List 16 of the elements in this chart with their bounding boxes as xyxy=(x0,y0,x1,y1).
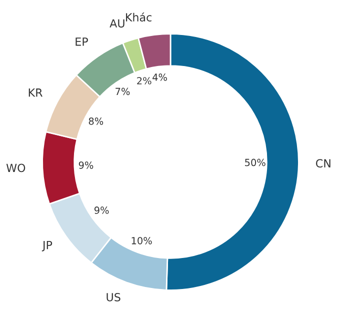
data-label: 4% xyxy=(152,74,167,81)
data-label: 10% xyxy=(132,236,152,244)
slice-label: EP xyxy=(76,38,88,46)
slice-label: CN xyxy=(316,159,330,168)
data-label: 9% xyxy=(78,161,94,169)
slice-label: WO xyxy=(6,164,26,172)
data-label: 50% xyxy=(245,158,266,166)
data-label: 9% xyxy=(94,206,109,214)
slice-label: Khác xyxy=(126,12,152,22)
slice-label: JP xyxy=(42,241,52,252)
slice-label: AU xyxy=(110,19,124,28)
data-label: 2% xyxy=(137,77,152,84)
data-label: 8% xyxy=(88,118,104,125)
slice-label: KR xyxy=(28,88,42,97)
data-label: 7% xyxy=(116,88,130,96)
slice-label: US xyxy=(106,292,120,302)
